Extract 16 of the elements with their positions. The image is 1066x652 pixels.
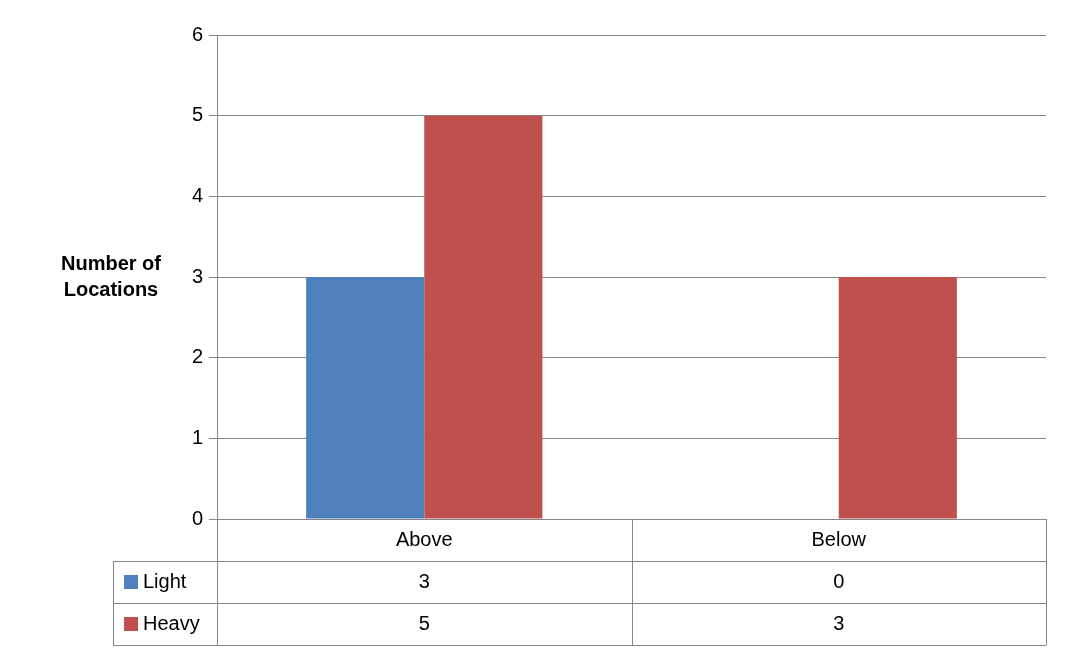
- y-tick-label: 0: [191, 506, 203, 529]
- y-tick-label: 5: [191, 103, 203, 126]
- y-tick-label: 1: [191, 425, 203, 448]
- legend-label: Heavy: [143, 611, 200, 634]
- data-label: 3: [418, 569, 430, 592]
- y-tick-label: 3: [191, 264, 203, 287]
- y-tick-label: 6: [191, 22, 203, 45]
- data-label: 5: [418, 611, 430, 634]
- x-tick-label: Below: [811, 527, 867, 550]
- data-label: 3: [833, 611, 845, 634]
- y-tick-label: 2: [191, 345, 203, 368]
- y-tick-label: 4: [191, 183, 203, 206]
- x-tick-label: Above: [395, 527, 453, 550]
- y-axis-title: Number of Locations: [61, 251, 162, 300]
- data-label: 0: [833, 569, 845, 592]
- legend-label: Light: [143, 569, 187, 592]
